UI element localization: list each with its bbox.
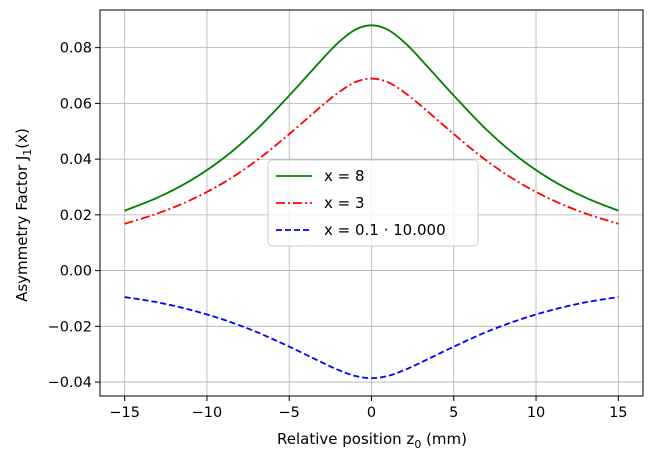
- legend-label-x01: x = 0.1 · 10.000: [324, 221, 446, 239]
- legend-label-x8: x = 8: [324, 167, 365, 185]
- y-axis-title-subscript: 1: [21, 149, 34, 156]
- y-tick-label: 0.02: [60, 208, 92, 224]
- x-tick-label: 10: [527, 405, 545, 421]
- series-line-1: [124, 77, 619, 225]
- x-axis-title-subscript: 0: [414, 438, 421, 451]
- x-tick-label: 0: [367, 405, 376, 421]
- x-axis-title-text: Relative position z: [277, 430, 414, 448]
- legend: x = 8 x = 3 x = 0.1 · 10.000: [267, 159, 479, 247]
- x-axis: −15 −10 −5 0 5 10 15: [109, 396, 628, 421]
- y-tick-label: 0.08: [60, 41, 92, 57]
- series-line-2: [124, 296, 619, 380]
- y-axis-title: Asymmetry Factor J1(x): [13, 128, 34, 302]
- y-tick-label: −0.04: [48, 375, 92, 391]
- y-tick-label: 0.04: [60, 152, 92, 168]
- series-lines: [124, 24, 619, 380]
- legend-label-x3: x = 3: [324, 194, 365, 212]
- y-tick-label: −0.02: [48, 319, 92, 335]
- x-tick-label: −15: [109, 405, 140, 421]
- series-line-0: [124, 24, 619, 212]
- x-tick-label: −5: [279, 405, 300, 421]
- x-axis-title: Relative position z0 (mm): [277, 430, 467, 451]
- y-axis-title-tail: (x): [13, 128, 31, 149]
- y-axis: −0.04 −0.02 0.00 0.02 0.04 0.06 0.08: [48, 41, 100, 391]
- y-tick-label: 0.00: [60, 264, 92, 280]
- legend-box: [267, 159, 479, 247]
- x-tick-label: 5: [449, 405, 458, 421]
- x-axis-title-unit: (mm): [421, 430, 467, 448]
- x-tick-label: 15: [609, 405, 627, 421]
- x-tick-label: −10: [192, 405, 223, 421]
- y-tick-label: 0.06: [60, 96, 92, 112]
- y-axis-title-text: Asymmetry Factor J: [13, 156, 31, 302]
